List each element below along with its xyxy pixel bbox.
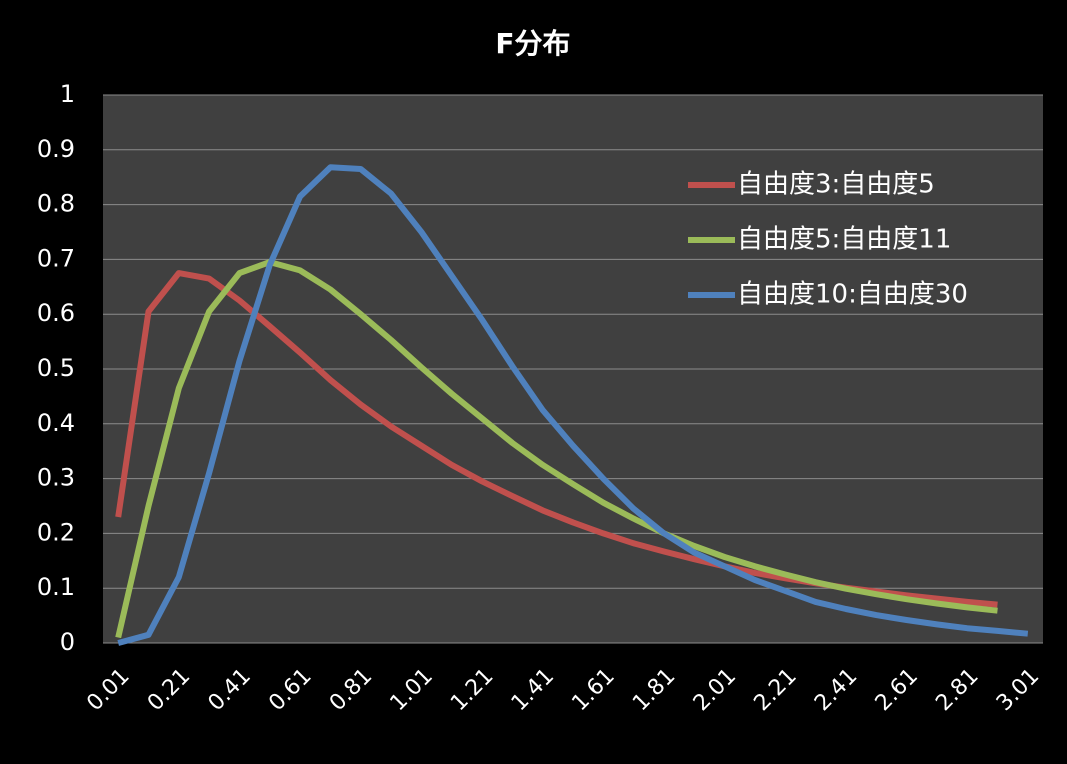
y-tick-label: 0.9 — [37, 135, 75, 163]
y-tick-label: 0.7 — [37, 244, 75, 272]
y-tick-label: 0 — [60, 628, 75, 656]
y-tick-label: 0.2 — [37, 518, 75, 546]
y-tick-label: 0.6 — [37, 299, 75, 327]
y-tick-label: 0.3 — [37, 464, 75, 492]
y-tick-label: 1 — [60, 80, 75, 108]
y-tick-label: 0.4 — [37, 409, 75, 437]
legend-label: 自由度5:自由度11 — [737, 225, 951, 255]
chart-title: F分布 — [495, 27, 570, 60]
y-tick-label: 0.8 — [37, 190, 75, 218]
series-line — [115, 259, 998, 639]
y-tick-label: 0.5 — [37, 354, 75, 382]
legend-label: 自由度10:自由度30 — [737, 280, 968, 310]
y-tick-label: 0.1 — [37, 573, 75, 601]
legend-label: 自由度3:自由度5 — [737, 170, 935, 200]
series-line — [117, 164, 1029, 646]
